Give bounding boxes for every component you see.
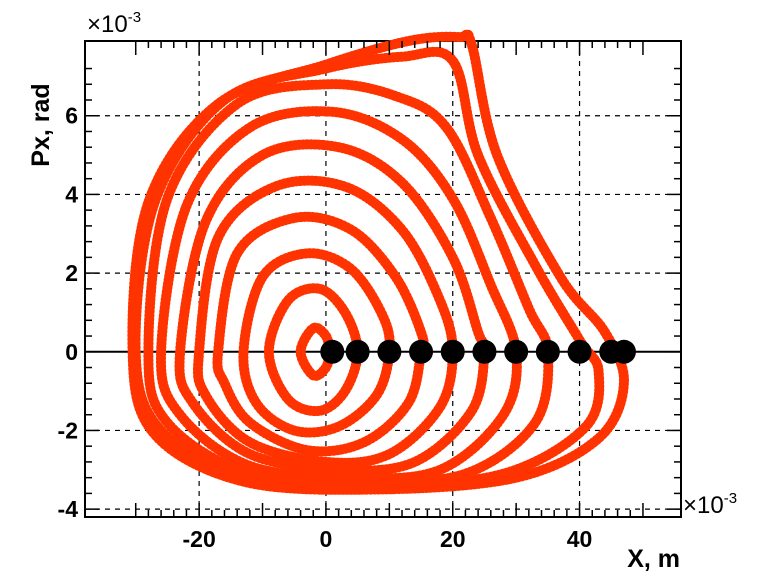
x-tick-label: -20 xyxy=(183,526,216,552)
start-point-marker xyxy=(567,339,592,364)
axis-ticks xyxy=(85,41,681,517)
orbit-curve xyxy=(155,106,522,484)
y-tick-label: 2 xyxy=(65,260,78,286)
x-axis-title: X, m xyxy=(627,545,680,573)
y-tick-label: 4 xyxy=(65,181,78,207)
start-point-marker xyxy=(440,339,465,364)
start-point-marker xyxy=(535,339,560,364)
start-point-marker xyxy=(345,339,370,364)
start-point-marker xyxy=(504,339,529,364)
start-point-marker xyxy=(611,339,636,364)
start-point-marker xyxy=(377,339,402,364)
y-multiplier-label: ×10-3 xyxy=(87,9,141,38)
x-multiplier-exponent: -3 xyxy=(724,490,737,507)
x-tick-label: 20 xyxy=(440,526,466,552)
y-axis-title: Px, rad xyxy=(27,83,55,166)
y-tick-label: 6 xyxy=(65,103,78,129)
start-point-marker xyxy=(409,339,434,364)
start-point-marker xyxy=(472,339,497,364)
x-tick-label: 0 xyxy=(320,526,333,552)
orbit-curve xyxy=(127,28,629,495)
y-tick-label: 0 xyxy=(65,339,78,365)
start-point-marker xyxy=(320,339,345,364)
start-marker-series xyxy=(320,339,636,364)
y-tick-label: -4 xyxy=(58,496,79,522)
x-multiplier-label: ×10-3 xyxy=(683,490,737,519)
y-tick-label: -2 xyxy=(58,417,78,443)
x-tick-label: 40 xyxy=(567,526,593,552)
y-multiplier-base: ×10 xyxy=(87,11,128,38)
orbit-curve xyxy=(174,139,490,476)
y-multiplier-exponent: -3 xyxy=(128,9,141,26)
x-multiplier-base: ×10 xyxy=(683,492,724,519)
